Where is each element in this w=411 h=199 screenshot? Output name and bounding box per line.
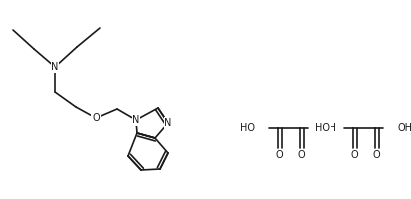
Text: OH: OH — [397, 123, 411, 133]
Text: O: O — [351, 150, 358, 160]
Text: O: O — [92, 113, 100, 123]
Text: HO: HO — [240, 123, 255, 133]
Text: O: O — [298, 150, 305, 160]
Text: N: N — [51, 62, 59, 72]
Text: HO: HO — [315, 123, 330, 133]
Text: N: N — [132, 115, 140, 125]
Text: OH: OH — [322, 123, 337, 133]
Text: O: O — [276, 150, 284, 160]
Text: O: O — [373, 150, 381, 160]
Text: N: N — [164, 118, 172, 128]
